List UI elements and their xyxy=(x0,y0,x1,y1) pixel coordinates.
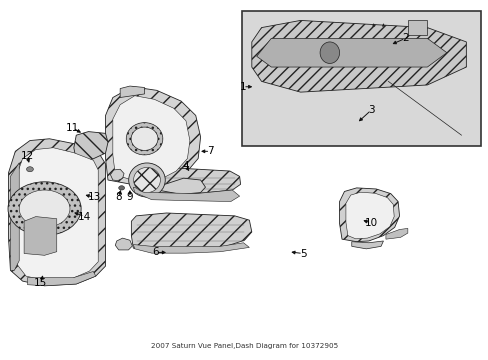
Polygon shape xyxy=(256,39,446,67)
Text: 5: 5 xyxy=(299,248,305,258)
Polygon shape xyxy=(161,178,205,194)
Ellipse shape xyxy=(320,42,339,63)
Circle shape xyxy=(19,190,70,227)
Polygon shape xyxy=(24,217,57,255)
Polygon shape xyxy=(74,132,108,160)
Circle shape xyxy=(26,167,33,172)
Ellipse shape xyxy=(131,127,158,150)
Polygon shape xyxy=(133,243,249,253)
Bar xyxy=(242,12,480,146)
Text: 8: 8 xyxy=(115,192,122,202)
Text: 2007 Saturn Vue Panel,Dash Diagram for 10372905: 2007 Saturn Vue Panel,Dash Diagram for 1… xyxy=(151,343,337,348)
Ellipse shape xyxy=(133,167,160,193)
Circle shape xyxy=(119,186,124,190)
Polygon shape xyxy=(115,238,132,250)
Polygon shape xyxy=(133,187,239,202)
Polygon shape xyxy=(110,169,124,181)
Polygon shape xyxy=(27,271,96,286)
Text: 6: 6 xyxy=(152,247,159,257)
Ellipse shape xyxy=(126,123,163,155)
Ellipse shape xyxy=(128,163,165,197)
Text: 11: 11 xyxy=(66,123,80,133)
Polygon shape xyxy=(120,86,144,98)
Polygon shape xyxy=(407,21,427,35)
Text: 1: 1 xyxy=(239,82,246,92)
Text: 7: 7 xyxy=(206,146,213,156)
Polygon shape xyxy=(10,163,19,270)
Polygon shape xyxy=(16,148,98,280)
Polygon shape xyxy=(339,188,399,242)
Text: 14: 14 xyxy=(78,212,91,221)
Circle shape xyxy=(8,182,81,235)
Text: 10: 10 xyxy=(364,218,377,228)
Polygon shape xyxy=(131,213,251,250)
Text: 15: 15 xyxy=(34,278,47,288)
Text: 4: 4 xyxy=(183,161,189,171)
Polygon shape xyxy=(251,21,466,92)
Polygon shape xyxy=(113,96,189,182)
Polygon shape xyxy=(351,241,383,249)
Polygon shape xyxy=(345,192,393,239)
Polygon shape xyxy=(105,87,200,185)
Text: 13: 13 xyxy=(87,192,101,202)
Text: 9: 9 xyxy=(126,192,133,202)
Polygon shape xyxy=(131,167,240,194)
Polygon shape xyxy=(385,228,407,239)
Text: 12: 12 xyxy=(20,150,34,161)
Text: 2: 2 xyxy=(401,33,408,43)
Polygon shape xyxy=(8,139,105,286)
Text: 3: 3 xyxy=(367,105,374,115)
